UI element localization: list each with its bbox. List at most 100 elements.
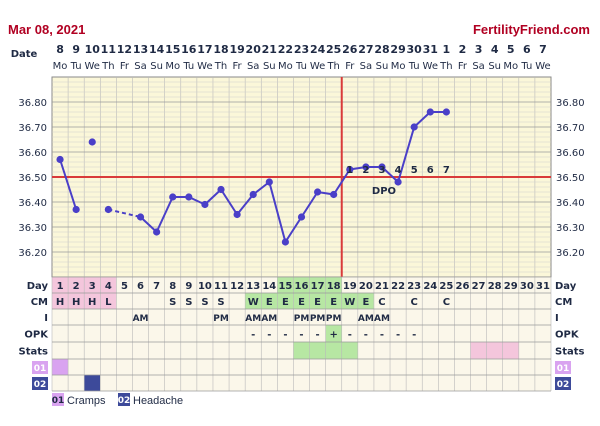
day-number: 3 (89, 281, 96, 292)
day-number: 17 (311, 281, 325, 292)
temperature-point (136, 213, 145, 221)
cm-cell-bg (84, 293, 101, 309)
weekday-label: Fr (120, 61, 130, 72)
cm-cell-bg (261, 293, 278, 309)
legend: 01 Cramps 02 Headache (52, 393, 183, 407)
weekday-label: We (535, 61, 550, 72)
date-label: 8 (56, 43, 64, 56)
day-number: 5 (121, 281, 128, 292)
row-label: Day (555, 281, 577, 292)
date-label: 9 (72, 43, 80, 56)
date-row-label: Date (11, 49, 38, 60)
date-label: 10 (85, 43, 101, 56)
cm-cell-bg (293, 293, 310, 309)
day-number: 10 (198, 281, 212, 292)
stats-cell-bg (486, 342, 503, 359)
temperature-point (346, 165, 354, 174)
weekday-label: Fr (458, 61, 468, 72)
intercourse-value: PM (213, 314, 229, 324)
temperature-point (265, 178, 273, 186)
cm-cell-bg (341, 293, 358, 309)
weekday-label: Tu (408, 61, 420, 72)
opk-value: - (380, 330, 384, 341)
symptom-row-label: 01 (34, 364, 47, 374)
temperature-point (217, 185, 225, 194)
day-number: 2 (73, 281, 80, 292)
cm-value: E (314, 297, 321, 308)
symptom-row-badge (555, 377, 571, 390)
temperature-point (169, 193, 177, 201)
weekday-label: Su (376, 61, 389, 72)
date-label: 16 (181, 43, 197, 56)
cm-cell-bg (357, 293, 374, 309)
weekday-label: Tu (520, 61, 532, 72)
date-label: 29 (390, 43, 405, 56)
date-label: 21 (262, 43, 277, 56)
cm-value: H (88, 297, 96, 308)
symptom-headache-cell (84, 375, 101, 391)
temperature-point (426, 108, 434, 116)
temperature-point (56, 155, 64, 164)
legend-code-headache: 02 (118, 396, 131, 406)
temperature-point (185, 193, 193, 201)
legend-label-headache: Headache (133, 395, 183, 407)
symptom-row-badge (555, 361, 571, 374)
cm-value: S (169, 297, 176, 308)
date-label: 23 (294, 43, 309, 56)
cm-value: C (443, 297, 450, 308)
weekday-label: We (197, 61, 212, 72)
date-label: 22 (278, 43, 293, 56)
series-segment (108, 208, 141, 218)
row-label: Day (27, 281, 49, 292)
weekday-label: Sa (360, 61, 372, 72)
date-label: 26 (342, 43, 358, 56)
cm-value: L (105, 297, 112, 308)
date-label: 3 (475, 43, 483, 56)
date-label: 14 (149, 43, 165, 56)
row-label: I (44, 313, 48, 324)
temperature-point (249, 190, 257, 199)
cm-cell-bg (277, 293, 294, 309)
cm-value: C (378, 297, 385, 308)
symptom-row-label: 02 (557, 380, 570, 390)
y-tick-label: 36.50 (18, 173, 47, 184)
series-segment (204, 188, 222, 206)
weekday-label: Su (488, 61, 501, 72)
day-number: 20 (359, 281, 373, 292)
date-label: 7 (539, 43, 547, 56)
row-label: OPK (555, 330, 580, 341)
weekday-label: Sa (247, 61, 259, 72)
series-segment (236, 193, 254, 216)
y-tick-label: 36.80 (556, 98, 585, 109)
date-label: 1 (443, 43, 451, 56)
reference-lines (52, 77, 551, 277)
series-segment (220, 188, 238, 216)
weekday-label: Th (101, 61, 114, 72)
legend-swatch-headache (118, 393, 130, 406)
cm-value: E (298, 297, 305, 308)
day-number: 19 (343, 281, 357, 292)
symptom-row-label: 02 (34, 380, 47, 390)
weekday-label: Th (439, 61, 452, 72)
series-segment (268, 181, 287, 243)
temperature-point (72, 205, 80, 214)
opk-value: - (396, 330, 400, 341)
date-label: 2 (459, 43, 467, 56)
y-axis-right: 36.80 36.70 36.60 36.50 36.40 36.30 36.20 (556, 98, 585, 259)
day-number: 15 (278, 281, 292, 292)
opk-value: - (299, 330, 303, 341)
weekday-label: We (423, 61, 438, 72)
day-cell-bg (68, 277, 85, 293)
cm-value: C (411, 297, 418, 308)
cm-value: W (344, 297, 355, 308)
intercourse-value: PM (310, 314, 326, 324)
date-label: 24 (310, 43, 326, 56)
y-tick-label: 36.70 (18, 123, 47, 134)
temperature-point (330, 190, 338, 199)
day-number: 27 (472, 281, 486, 292)
y-tick-label: 36.60 (556, 148, 585, 159)
weekday-label: Tu (295, 61, 307, 72)
y-tick-label: 36.40 (556, 198, 585, 209)
